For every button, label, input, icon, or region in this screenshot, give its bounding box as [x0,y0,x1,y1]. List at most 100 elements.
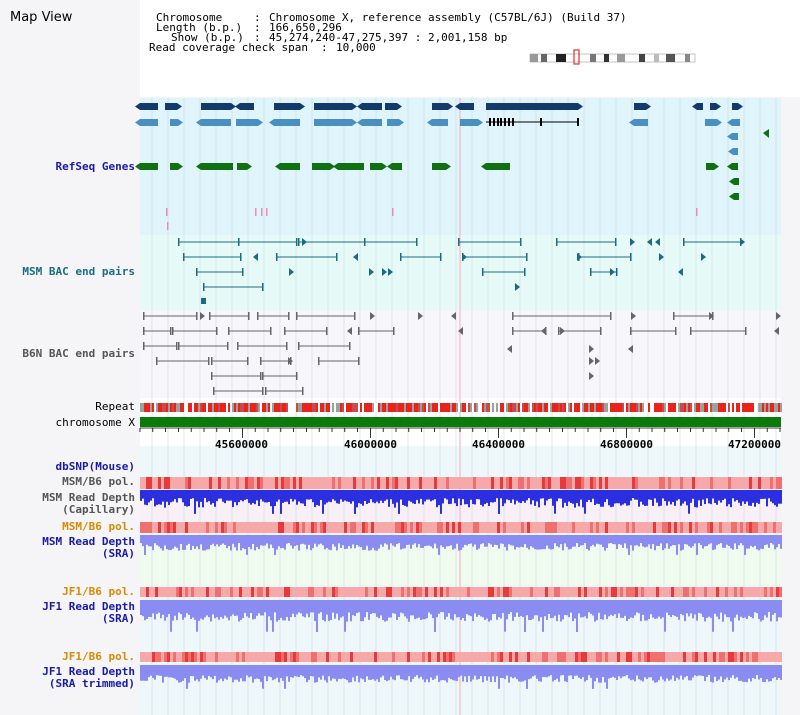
repeat-segment [432,403,434,412]
repeat-segment [618,403,620,412]
read-depth-bar [146,490,148,506]
polymorphism-cell [479,587,482,597]
read-depth-bar [178,665,180,683]
read-depth-bar [220,600,222,617]
read-depth-bar [448,490,450,505]
gene-exon [504,118,506,126]
read-depth-bar [322,535,324,546]
polymorphism-cell [203,522,206,533]
bac-end [512,327,514,335]
read-depth-bar [660,665,662,677]
read-depth-bar [178,535,180,551]
read-depth-bar [488,535,490,544]
polymorphism-cell [302,477,305,489]
repeat-segment [572,403,574,412]
read-depth-bar [242,490,244,502]
polymorphism-cell [701,477,704,489]
read-depth-bar [176,490,178,503]
read-depth-bar [738,490,740,503]
read-depth-bar [656,600,658,619]
read-depth-bar [186,535,188,546]
repeat-segment [596,403,598,412]
read-depth-bar [530,665,532,679]
read-depth-bar [310,490,312,500]
polymorphism-cell [428,477,431,489]
read-depth-bar [320,490,322,501]
repeat-segment [462,403,464,412]
read-depth-bar [736,665,738,678]
polymorphism-cell [311,587,314,597]
polymorphism-cell [203,652,206,662]
polymorphism-cell [209,587,212,597]
read-depth-bar [344,490,346,501]
read-depth-bar [736,600,738,615]
read-depth-bar [414,535,416,544]
polymorphism-cell [659,587,662,597]
read-depth-bar [764,535,766,546]
read-depth-bar [156,535,158,546]
jf1-depth-trimmed-line1: JF1 Read Depth [42,665,135,678]
read-depth-bar [166,535,168,550]
read-depth-bar [668,490,670,502]
repeat-segment [714,403,716,412]
polymorphism-cell [236,477,239,489]
bac-end [143,327,145,335]
polymorphism-cell [524,477,527,489]
polymorphism-cell [176,522,179,533]
gene-arrow [446,163,451,170]
read-depth-bar [430,535,432,547]
polymorphism-cell [545,522,548,533]
read-depth-bar [364,490,366,502]
read-depth-bar [746,665,748,683]
read-depth-bar [382,665,384,676]
polymorphism-cell [710,477,713,489]
read-depth-bar [332,535,334,545]
repeat-segment [648,403,650,412]
read-depth-bar [590,535,592,547]
polymorphism-cell [470,477,473,489]
gene-feature [432,103,448,110]
read-depth-bar [250,490,252,505]
snp-mark [261,208,263,216]
read-depth-bar [766,490,768,507]
polymorphism-cell [467,587,470,597]
polymorphism-cell [374,522,377,533]
read-depth-bar [598,600,600,613]
repeat-segment [300,403,302,412]
read-depth-bar [552,600,554,618]
polymorphism-cell [371,652,374,662]
read-depth-bar [560,600,562,622]
repeat-segment [562,403,564,412]
repeat-segment [770,403,772,412]
read-depth-bar [224,600,226,616]
read-depth-bar [604,535,606,551]
read-depth-bar [566,665,568,683]
polymorphism-cell [335,587,338,597]
polymorphism-cell [602,652,605,662]
bac-end [170,327,172,335]
polymorphism-cell [308,587,311,597]
repeat-segment [524,403,526,412]
read-depth-bar [680,665,682,676]
read-depth-bar [712,490,714,499]
read-depth-bar [642,600,644,615]
read-depth-bar [656,535,658,546]
read-depth-bar [266,535,268,544]
read-depth-bar [774,600,776,614]
polymorphism-cell [245,587,248,597]
read-depth-bar [298,490,300,502]
bac-end [276,253,278,261]
read-depth-bar [376,535,378,551]
repeat-segment [444,403,446,412]
polymorphism-cell [650,477,653,489]
polymorphism-cell [518,587,521,597]
repeat-segment [306,403,308,412]
read-depth-bar [704,490,706,505]
repeat-segment [716,403,718,412]
read-depth-bar [424,490,426,502]
polymorphism-cell [521,522,524,533]
read-depth-bar [170,490,172,503]
read-depth-bar [716,600,718,617]
polymorphism-cell [227,477,230,489]
